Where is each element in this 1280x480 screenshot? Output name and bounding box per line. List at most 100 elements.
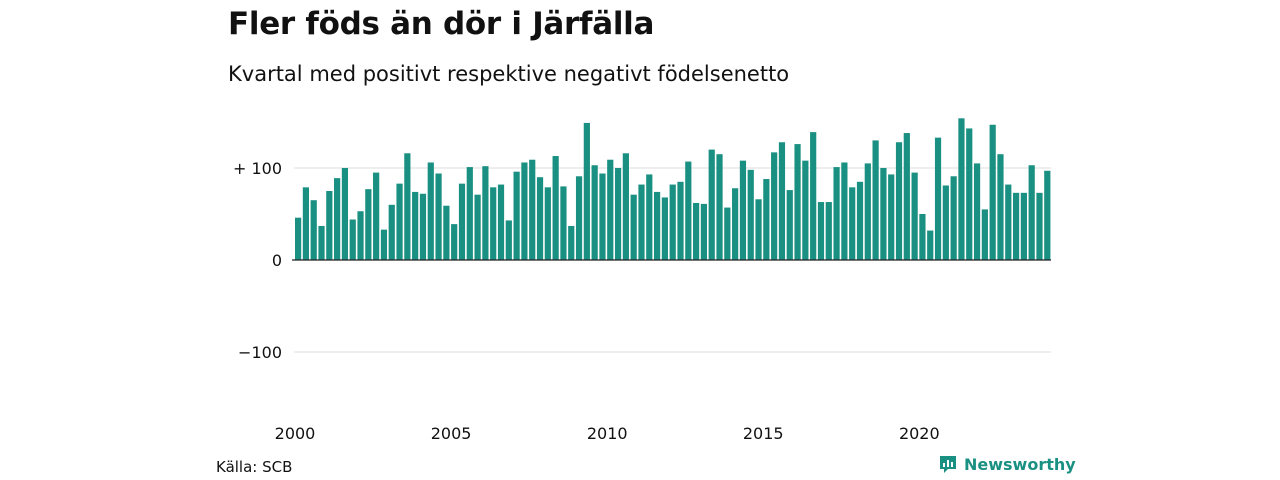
bar xyxy=(427,162,434,260)
brand-logo: Newsworthy xyxy=(938,454,1076,474)
source-note: Källa: SCB xyxy=(216,458,293,476)
bar xyxy=(739,160,747,260)
bar xyxy=(591,165,598,260)
bar xyxy=(973,163,981,260)
bar xyxy=(1044,170,1051,260)
bar xyxy=(388,204,395,260)
bar xyxy=(599,173,606,260)
bar xyxy=(934,137,942,260)
bar xyxy=(942,185,949,260)
bar xyxy=(310,200,317,260)
bar xyxy=(474,194,481,260)
y-tick-label: −100 xyxy=(238,343,282,362)
bar xyxy=(966,128,973,260)
bar xyxy=(825,202,832,260)
bar xyxy=(497,184,505,260)
bar xyxy=(295,217,302,260)
bar xyxy=(716,154,723,260)
bar xyxy=(544,187,551,260)
bar xyxy=(747,169,754,260)
bar xyxy=(888,174,895,260)
bar xyxy=(614,168,622,260)
bar xyxy=(1028,165,1035,260)
bar xyxy=(950,176,957,260)
bar xyxy=(341,168,349,260)
bar xyxy=(919,214,926,260)
bar xyxy=(841,162,848,260)
bar xyxy=(763,179,770,260)
bar xyxy=(630,194,637,260)
x-tick-label: 2005 xyxy=(431,424,472,443)
bar xyxy=(794,144,801,260)
bar xyxy=(997,154,1004,260)
bar xyxy=(833,167,840,260)
bar xyxy=(958,118,965,260)
bar xyxy=(349,219,356,260)
bar xyxy=(521,162,528,260)
bar xyxy=(849,187,856,260)
bar xyxy=(365,189,372,260)
bar xyxy=(1012,192,1020,260)
x-tick-label: 2010 xyxy=(587,424,628,443)
bar xyxy=(513,171,520,260)
bar xyxy=(529,159,536,260)
bar xyxy=(373,172,380,260)
bar xyxy=(536,177,544,260)
bar xyxy=(560,186,567,260)
chart-title: Fler föds än dör i Järfälla xyxy=(228,6,655,42)
bar xyxy=(856,181,864,260)
chart-subtitle: Kvartal med positivt respektive negativt… xyxy=(228,62,790,86)
newsworthy-logo-icon xyxy=(940,456,956,473)
bar xyxy=(357,211,364,260)
bar xyxy=(326,191,333,260)
bar xyxy=(895,142,903,260)
bar xyxy=(334,178,341,260)
bar xyxy=(661,197,668,260)
bar xyxy=(1036,192,1043,260)
y-tick-label: + 100 xyxy=(233,159,282,178)
bar xyxy=(646,174,653,260)
bar xyxy=(435,173,442,260)
bar xyxy=(685,161,692,260)
x-tick-label: 2000 xyxy=(275,424,316,443)
bar xyxy=(466,167,473,260)
bar xyxy=(989,124,996,260)
bar xyxy=(927,230,934,260)
bar xyxy=(404,153,411,260)
bar xyxy=(575,176,583,260)
bar xyxy=(1020,192,1027,260)
bar xyxy=(302,187,309,260)
bar xyxy=(771,152,778,260)
bar xyxy=(451,224,458,260)
bar xyxy=(490,187,497,260)
y-tick-label: 0 xyxy=(272,251,282,270)
bar xyxy=(412,191,419,260)
bar xyxy=(802,160,809,260)
bar xyxy=(677,181,684,260)
bar xyxy=(778,142,786,260)
bar xyxy=(443,205,450,260)
bar xyxy=(505,220,512,260)
bar xyxy=(700,203,708,260)
bar xyxy=(911,172,918,260)
x-tick-label: 2020 xyxy=(899,424,940,443)
bar xyxy=(653,191,661,260)
bar xyxy=(755,199,762,260)
bar xyxy=(981,209,988,260)
bar xyxy=(638,184,645,260)
bar xyxy=(622,153,629,260)
bar xyxy=(1005,184,1012,260)
bar xyxy=(724,207,731,260)
bar xyxy=(380,229,388,260)
bar xyxy=(786,190,793,260)
brand-name: Newsworthy xyxy=(964,454,1076,474)
bar xyxy=(318,225,325,260)
bar xyxy=(872,140,879,260)
bar xyxy=(708,149,715,260)
bar xyxy=(880,168,887,260)
bar xyxy=(669,184,676,260)
bar xyxy=(903,133,910,260)
bar xyxy=(552,156,559,260)
bar xyxy=(817,202,825,260)
bar xyxy=(732,188,739,260)
